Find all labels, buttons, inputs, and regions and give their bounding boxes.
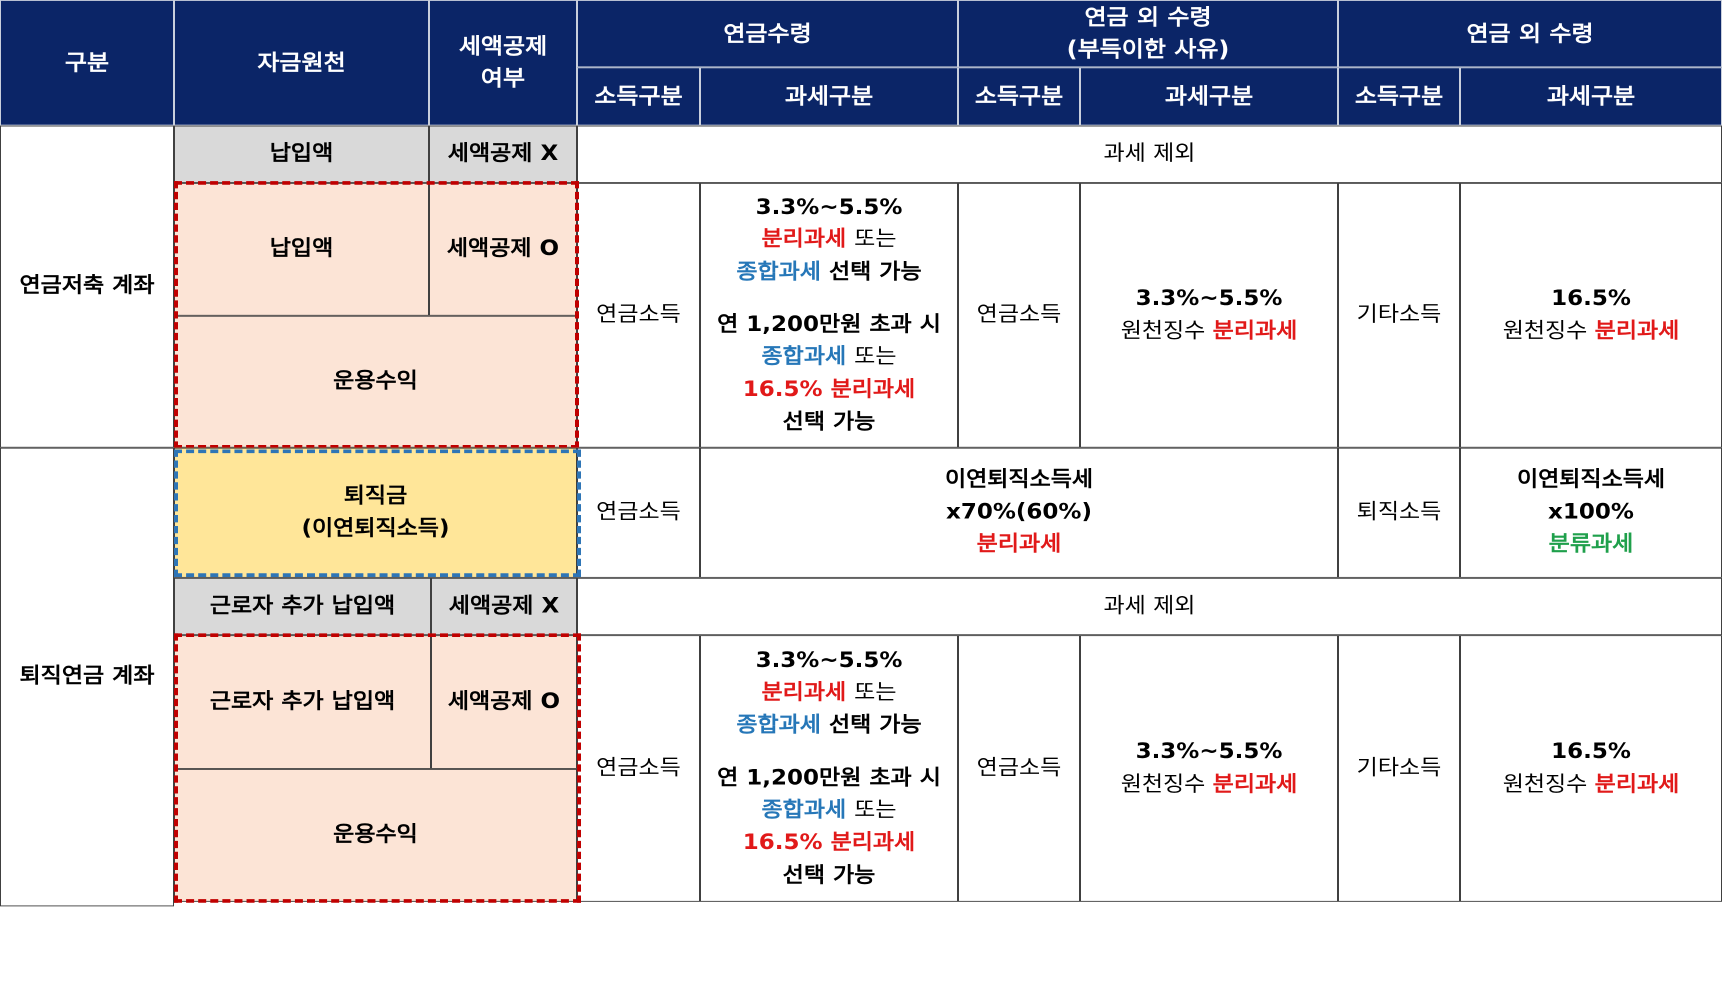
retirement-unavoidable-tax-withholding: 원천징수: [1120, 772, 1206, 796]
retirement-severance-other-tax-line3: 분류과세: [1548, 532, 1634, 557]
savings-pension-tax-or: 또는: [854, 227, 897, 252]
savings-row1-taxation: 과세 제외: [577, 125, 1722, 183]
savings-pension-income: 연금소득: [577, 182, 700, 448]
header-nonpension-unavoidable-line1: 연금 외 수령: [1084, 4, 1212, 31]
savings-account-label: 연금저축 계좌: [0, 125, 174, 448]
savings-row1-source: 납입액: [174, 125, 429, 183]
retirement-row1-taxation: 과세 제외: [577, 577, 1722, 636]
header-nonpension-unavoidable: 연금 외 수령 (부득이한 사유): [958, 0, 1338, 68]
retirement-severance-other-tax-line1: 이연퇴직소득세: [1516, 467, 1666, 492]
retirement-severance-pension-income: 연금소득: [577, 447, 700, 578]
retirement-severance-line1: 퇴직금: [343, 483, 408, 508]
savings-pension-tax-comprehensive2: 종합과세: [761, 345, 847, 369]
savings-row1-deduction: 세액공제 X: [429, 125, 577, 183]
retirement-pension-tax-rate: 3.3%~5.5%: [755, 648, 903, 673]
retirement-severance-pension-tax-line2: x70%(60%): [946, 500, 1092, 524]
header-deduction-line2: 여부: [480, 65, 526, 91]
retirement-severance-pension-tax: 이연퇴직소득세 x70%(60%) 분리과세: [700, 447, 1338, 578]
retirement-pension-tax-choosable: 선택 가능: [828, 713, 922, 738]
retirement-other-tax: 16.5% 원천징수 분리과세: [1460, 635, 1722, 902]
savings-row3-source: 운용수익: [174, 315, 577, 448]
retirement-unavoidable-tax-rate: 3.3%~5.5%: [1135, 739, 1283, 764]
savings-other-tax: 16.5% 원천징수 분리과세: [1460, 182, 1722, 448]
header-pension-tax-type: 과세구분: [700, 67, 958, 126]
header-gubun: 구분: [0, 0, 174, 126]
retirement-pension-income: 연금소득: [577, 635, 700, 902]
header-deduction-line1: 세액공제: [458, 33, 548, 60]
retirement-pension-tax-rate2: 16.5% 분리과세: [742, 830, 916, 855]
savings-other-income: 기타소득: [1338, 182, 1460, 448]
savings-pension-tax-rate: 3.3%~5.5%: [755, 195, 903, 220]
retirement-pension-tax-or2: 또는: [854, 798, 897, 823]
header-pension-income-type: 소득구분: [577, 67, 700, 126]
retirement-pension-tax-choosable2: 선택 가능: [782, 863, 876, 887]
header-nonpension-unavoidable-line2: (부득이한 사유): [1066, 36, 1230, 62]
retirement-severance-other-tax: 이연퇴직소득세 x100% 분류과세: [1460, 447, 1722, 578]
savings-pension-tax-choosable: 선택 가능: [828, 260, 922, 284]
header-nonpension: 연금 외 수령: [1338, 0, 1722, 68]
header-nonpension-tax-type: 과세구분: [1460, 67, 1722, 126]
savings-unavoidable-tax-withholding: 원천징수: [1120, 318, 1206, 343]
retirement-unavoidable-tax-separate: 분리과세: [1212, 772, 1298, 796]
retirement-pension-tax-or: 또는: [854, 681, 897, 705]
retirement-severance-line2: (이연퇴직소득): [301, 516, 450, 541]
retirement-pension-tax: 3.3%~5.5% 분리과세 또는 종합과세 선택 가능 연 1,200만원 초…: [700, 635, 958, 902]
header-pension: 연금수령: [577, 0, 958, 68]
retirement-row2-deduction: 세액공제 O: [431, 635, 577, 769]
retirement-severance-pension-tax-line1: 이연퇴직소득세: [944, 467, 1094, 492]
header-nonpension-income-type: 소득구분: [1338, 67, 1460, 126]
savings-unavoidable-income: 연금소득: [958, 182, 1080, 448]
retirement-severance-other-tax-line2: x100%: [1548, 500, 1634, 524]
savings-unavoidable-tax-rate: 3.3%~5.5%: [1135, 286, 1283, 311]
retirement-row2-source: 근로자 추가 납입액: [174, 635, 431, 769]
retirement-other-income: 기타소득: [1338, 635, 1460, 902]
header-source: 자금원천: [174, 0, 429, 126]
header-unavoidable-income-type: 소득구분: [958, 67, 1080, 126]
retirement-unavoidable-income: 연금소득: [958, 635, 1080, 902]
savings-pension-tax-over: 연 1,200만원 초과 시: [717, 312, 941, 337]
savings-pension-tax-separate: 분리과세: [761, 227, 847, 252]
savings-unavoidable-tax-separate: 분리과세: [1212, 318, 1298, 343]
retirement-pension-tax-over: 연 1,200만원 초과 시: [717, 765, 941, 790]
retirement-other-tax-separate: 분리과세: [1594, 772, 1680, 796]
savings-pension-tax-choosable2: 선택 가능: [782, 410, 876, 434]
savings-pension-tax-or2: 또는: [854, 345, 897, 369]
savings-other-tax-rate: 16.5%: [1551, 286, 1631, 311]
savings-row2-source: 납입액: [174, 182, 429, 316]
savings-other-tax-withholding: 원천징수: [1502, 318, 1588, 343]
savings-pension-tax-comprehensive: 종합과세: [736, 260, 821, 284]
retirement-other-tax-rate: 16.5%: [1551, 739, 1631, 764]
savings-row2-deduction: 세액공제 O: [429, 182, 577, 316]
savings-other-tax-separate: 분리과세: [1594, 318, 1680, 343]
retirement-account-label: 퇴직연금 계좌: [0, 447, 174, 907]
retirement-row3-source: 운용수익: [174, 768, 577, 902]
header-unavoidable-tax-type: 과세구분: [1080, 67, 1338, 126]
retirement-row1-deduction: 세액공제 X: [431, 577, 577, 636]
retirement-unavoidable-tax: 3.3%~5.5% 원천징수 분리과세: [1080, 635, 1338, 902]
savings-pension-tax-rate2: 16.5% 분리과세: [742, 377, 916, 402]
savings-unavoidable-tax: 3.3%~5.5% 원천징수 분리과세: [1080, 182, 1338, 448]
retirement-other-tax-withholding: 원천징수: [1502, 772, 1588, 796]
retirement-severance-source: 퇴직금 (이연퇴직소득): [174, 447, 577, 578]
savings-pension-tax: 3.3%~5.5% 분리과세 또는 종합과세 선택 가능 연 1,200만원 초…: [700, 182, 958, 448]
retirement-pension-tax-separate: 분리과세: [761, 681, 847, 705]
retirement-pension-tax-comprehensive: 종합과세: [736, 713, 821, 738]
retirement-severance-pension-tax-line3: 분리과세: [976, 532, 1062, 557]
retirement-pension-tax-comprehensive2: 종합과세: [761, 798, 847, 823]
retirement-row1-source: 근로자 추가 납입액: [174, 577, 431, 636]
retirement-severance-other-income: 퇴직소득: [1338, 447, 1460, 578]
